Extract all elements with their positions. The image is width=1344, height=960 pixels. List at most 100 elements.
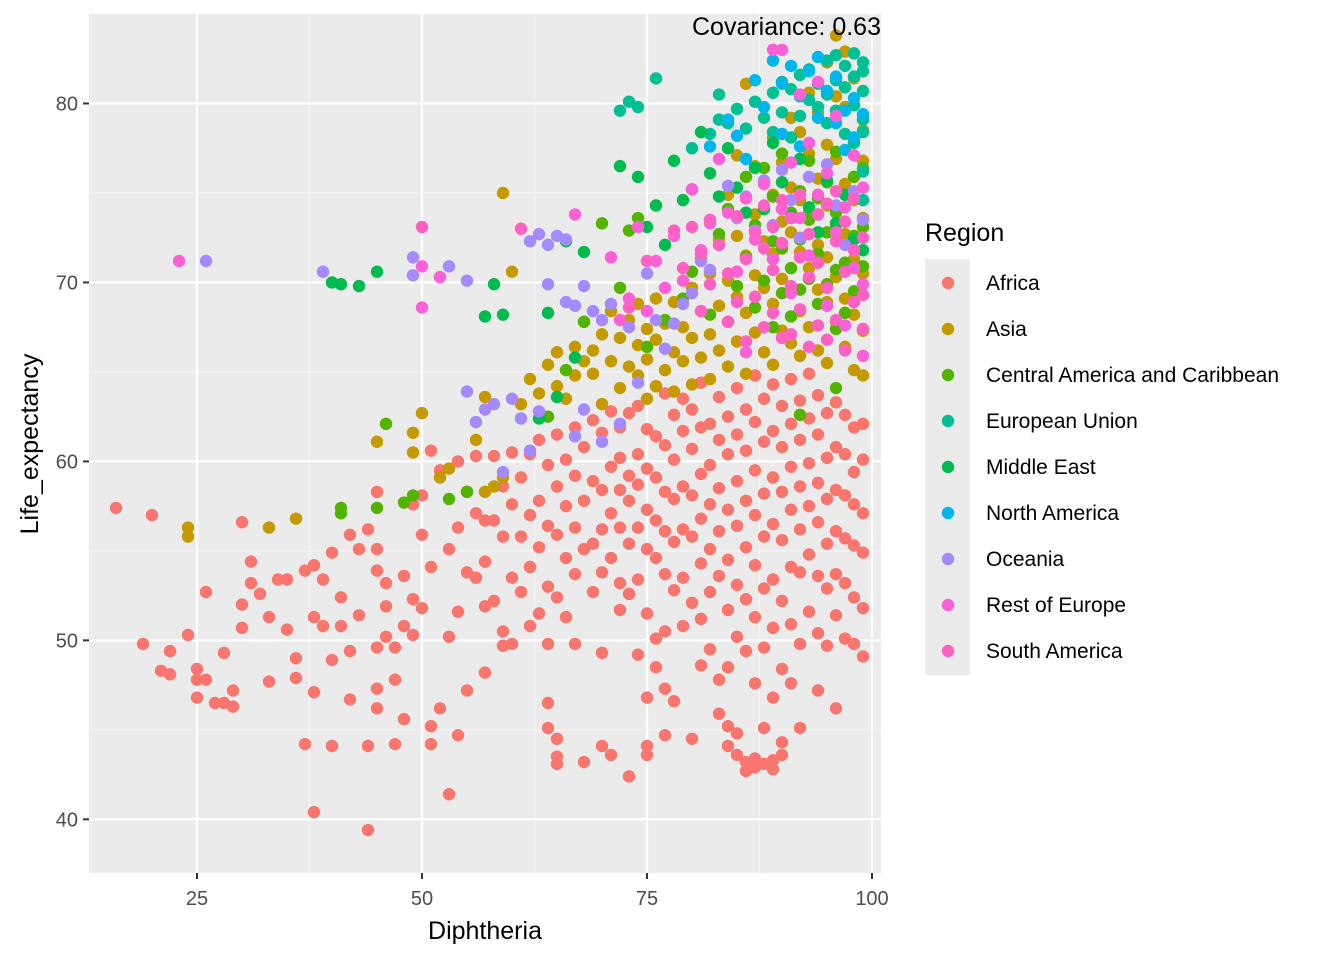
data-point [748,464,762,477]
data-point [109,501,123,515]
data-point [820,356,834,370]
data-point [748,301,762,314]
data-point [550,428,564,441]
data-point [415,220,429,234]
data-point [568,369,582,382]
data-point [739,152,753,166]
data-point [820,84,834,98]
data-point [712,707,726,720]
data-point [415,301,429,314]
legend-key [941,368,955,382]
legend-label: South America [986,640,1123,663]
data-point [829,440,843,454]
data-point [739,367,753,380]
data-point [172,254,186,268]
data-point [685,220,699,234]
data-point [802,170,816,184]
data-point [712,227,726,241]
data-point [775,748,789,762]
data-point [622,301,636,314]
data-point [685,732,699,745]
data-point [793,433,807,447]
data-point [640,340,654,354]
data-point [793,637,807,651]
data-point [838,256,852,269]
data-point [532,541,546,554]
data-point [262,675,276,688]
data-point [757,320,771,334]
data-point [766,517,780,531]
data-point [541,721,555,735]
data-point [460,684,474,697]
data-point [649,660,663,674]
data-point [685,183,699,196]
data-point [487,594,501,608]
data-point [757,111,771,124]
data-point [289,652,303,665]
data-point [730,630,744,643]
data-point [334,501,348,515]
data-point [667,408,681,422]
data-point [181,521,195,534]
data-point [847,47,861,60]
data-point [424,737,438,751]
data-point [811,111,825,124]
data-point [559,551,573,565]
data-point [532,494,546,507]
data-point [559,233,573,246]
data-point [721,448,735,461]
data-point [730,381,744,395]
data-point [766,471,780,484]
data-point [415,601,429,615]
data-point [514,222,528,235]
data-point [748,74,762,87]
data-point [577,494,591,507]
data-point [811,208,825,221]
data-point [406,446,420,459]
data-point [541,519,555,533]
data-point [802,65,816,78]
data-point [739,541,753,554]
legend-title: Region [925,219,1004,247]
data-point [856,65,870,78]
data-point [550,380,564,393]
data-point [559,610,573,624]
data-point [595,483,609,497]
legend-label: Rest of Europe [986,594,1126,617]
data-point [685,331,699,345]
data-point [478,514,492,527]
data-point [370,435,384,448]
data-point [433,471,447,484]
data-point [271,573,285,586]
data-point [811,75,825,89]
data-point [307,686,321,699]
data-point [820,639,834,652]
data-point [496,480,510,493]
data-point [694,247,708,261]
data-point [730,210,744,223]
data-point [766,691,780,704]
data-point [802,261,816,275]
data-point [793,88,807,101]
data-point [541,278,555,291]
data-point [784,82,798,96]
data-point [703,263,717,277]
data-point [334,619,348,633]
data-point [559,453,573,466]
data-point [784,328,798,341]
data-point [730,748,744,762]
data-point [487,449,501,463]
data-point [856,453,870,466]
data-point [406,489,420,502]
data-point [595,313,609,327]
data-point [748,610,762,624]
data-point [847,295,861,309]
data-point [532,607,546,620]
y-tick-label: 40 [56,809,78,831]
data-point [802,456,816,470]
data-point [820,406,834,420]
data-point [766,378,780,391]
data-point [649,72,663,85]
data-point [640,304,654,318]
data-point [712,524,726,538]
